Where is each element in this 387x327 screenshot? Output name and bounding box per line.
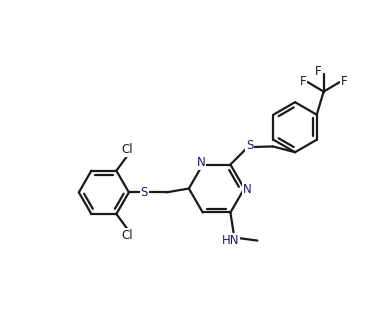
Text: S: S — [140, 186, 148, 199]
Text: Cl: Cl — [122, 229, 134, 242]
Text: F: F — [315, 65, 321, 78]
Text: N: N — [197, 156, 205, 169]
Text: F: F — [341, 75, 348, 88]
Text: S: S — [246, 139, 253, 152]
Text: N: N — [243, 183, 252, 196]
Text: HN: HN — [222, 234, 239, 247]
Text: Cl: Cl — [122, 143, 134, 156]
Text: F: F — [300, 75, 306, 88]
